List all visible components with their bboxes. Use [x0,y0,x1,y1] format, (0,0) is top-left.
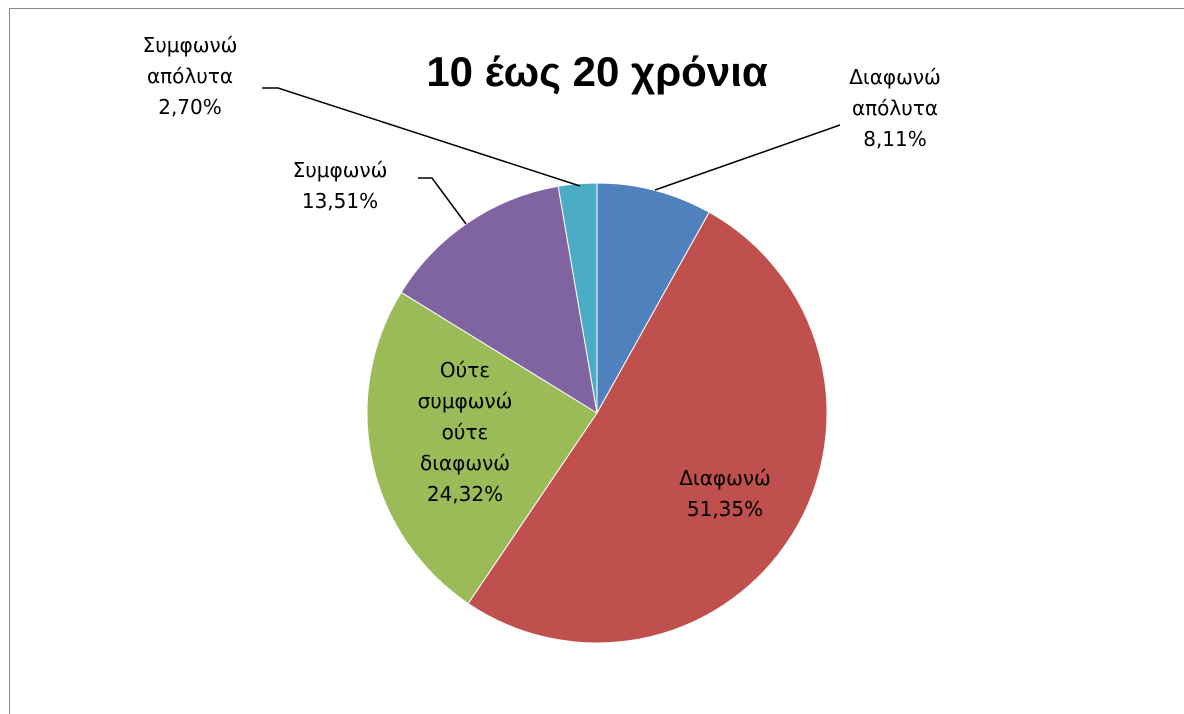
leader-line [262,87,581,187]
category-label: Ούτε συμφωνώ ούτε διαφωνώ [417,358,513,475]
pie-slice [596,182,710,415]
value-label: 2,70% [158,95,222,119]
data-label: Διαφωνώ 51,35% [650,463,800,525]
category-label: Διαφωνώ [679,466,771,490]
category-label: Συμφωνώ [292,158,388,182]
value-label: 8,11% [863,127,927,151]
category-label: Συμφωνώ απόλυτα [142,33,238,88]
value-label: 51,35% [686,497,764,521]
chart-border [9,8,1184,714]
leader-line [418,177,467,225]
data-label: Συμφωνώ 13,51% [275,155,405,217]
value-label: 24,32% [426,482,504,506]
pie-slice [467,211,828,644]
pie-slice [366,291,598,605]
data-label: Διαφωνώ απόλυτα 8,11% [820,62,970,155]
category-label: Διαφωνώ απόλυτα [849,65,941,120]
pie-slice [557,182,598,414]
chart-title: 10 έως 20 χρόνια [426,48,768,95]
data-label: Συμφωνώ απόλυτα 2,70% [115,30,265,123]
pie-slice [400,185,598,415]
value-label: 13,51% [301,189,379,213]
leader-line [654,124,841,191]
data-label: Ούτε συμφωνώ ούτε διαφωνώ 24,32% [405,355,525,510]
